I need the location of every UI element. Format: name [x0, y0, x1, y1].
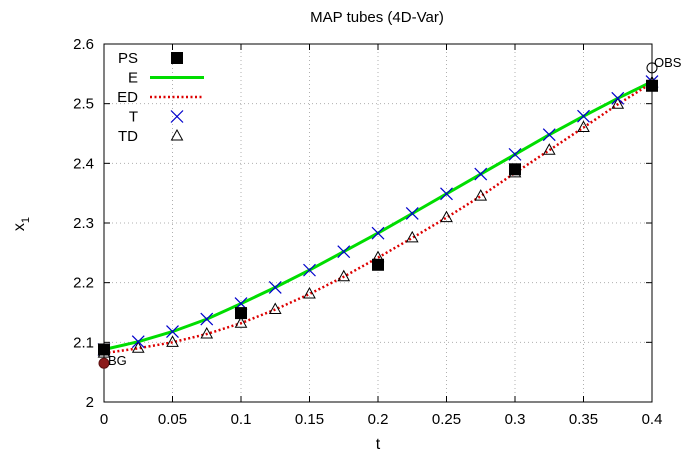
annotations: BG OBS — [98, 55, 682, 369]
x-tick-label: 0.1 — [231, 411, 252, 428]
y-tick-label: 2.1 — [73, 334, 94, 351]
series-PS-point — [646, 79, 658, 92]
series-TD-point — [337, 269, 351, 282]
legend-sample-PS — [171, 52, 183, 64]
series-T-point — [508, 147, 522, 161]
y-tick-label: 2 — [86, 394, 94, 411]
axes: 0 0.05 0.1 0.15 0.2 0.25 0.3 0.35 0.4 2 2.1 2.2 2.3 2… — [73, 36, 662, 428]
cross-stroke — [577, 109, 590, 123]
series-TD-point — [542, 143, 556, 155]
annotation-obs-marker — [646, 62, 658, 74]
y-tick-label: 2.2 — [73, 275, 94, 292]
series-TD-point — [131, 341, 145, 353]
series-T-point — [440, 187, 453, 201]
cross-stroke — [200, 312, 214, 326]
cross-stroke — [405, 207, 419, 220]
x-tick-label: 0.3 — [505, 411, 526, 428]
cross-stroke — [440, 187, 453, 201]
series-T-point — [542, 128, 556, 142]
series-T-point — [268, 281, 282, 294]
cross-stroke — [371, 226, 385, 240]
y-axis-label-main: x — [11, 223, 28, 231]
series-PS-point — [372, 258, 384, 271]
cross-stroke — [268, 281, 282, 294]
annotation-bg-marker — [98, 357, 110, 369]
cross-stroke — [474, 167, 488, 181]
series-T-point — [405, 207, 419, 220]
x-tick-label: 0.05 — [158, 411, 187, 428]
series-TD-point — [268, 302, 282, 315]
legend-label-T: T — [129, 109, 138, 126]
x-axis-label: t — [376, 436, 381, 453]
series-T-point — [303, 263, 316, 277]
cross-stroke — [508, 147, 522, 161]
cross-stroke — [611, 91, 625, 105]
legend-label-ED: ED — [117, 89, 138, 106]
y-tick-label: 2.5 — [73, 96, 94, 113]
legend-label-TD: TD — [118, 128, 138, 145]
series-layer — [97, 75, 659, 358]
series-T-point — [611, 91, 625, 105]
cross-stroke — [170, 110, 184, 123]
y-tick-label: 2.6 — [73, 36, 94, 53]
y-axis-label-subscript: 1 — [20, 217, 32, 223]
cross-stroke — [166, 325, 179, 339]
series-E-line — [103, 80, 653, 351]
cross-stroke — [337, 245, 351, 259]
annotation-bg-label: BG — [108, 353, 127, 368]
x-tick-label: 0.4 — [642, 411, 663, 428]
series-TD-point — [611, 97, 625, 109]
series-T-point — [166, 325, 179, 339]
cross-stroke — [131, 335, 145, 349]
y-axis-label: x1 — [11, 217, 32, 231]
x-tick-label: 0.2 — [368, 411, 389, 428]
series-T-point — [337, 245, 351, 259]
series-T-point — [371, 226, 385, 240]
cross-stroke — [542, 128, 556, 142]
series-TD-point — [440, 210, 453, 223]
legend: PS E ED T TD — [117, 50, 204, 145]
series-PS-point — [509, 163, 521, 176]
series-TD-point — [577, 120, 590, 133]
x-tick-label: 0.35 — [569, 411, 598, 428]
series-PS-point — [235, 307, 247, 320]
chart-title: MAP tubes (4D-Var) — [310, 9, 444, 26]
y-tick-label: 2.4 — [73, 155, 94, 172]
legend-label-PS: PS — [118, 50, 138, 67]
legend-sample-T — [170, 110, 184, 123]
series-T-point — [131, 335, 145, 349]
series-TD-point — [200, 326, 214, 339]
series-TD-point — [474, 189, 488, 201]
cross-stroke — [303, 263, 316, 277]
x-tick-label: 0.25 — [432, 411, 461, 428]
legend-sample-TD — [170, 128, 184, 141]
legend-label-E: E — [128, 70, 138, 87]
series-ED-line — [103, 81, 653, 355]
series-T-point — [200, 312, 214, 326]
series-TD-point — [405, 230, 419, 243]
y-tick-label: 2.3 — [73, 215, 94, 232]
annotation-obs-label: OBS — [654, 55, 682, 70]
x-tick-label: 0.15 — [295, 411, 324, 428]
series-TD-point — [166, 335, 179, 347]
series-T-point — [577, 109, 590, 123]
series-TD-point — [234, 316, 248, 328]
series-TD-point — [303, 286, 316, 299]
x-tick-label: 0 — [100, 411, 108, 428]
series-T-point — [474, 167, 488, 181]
series-PS-point — [98, 343, 110, 356]
